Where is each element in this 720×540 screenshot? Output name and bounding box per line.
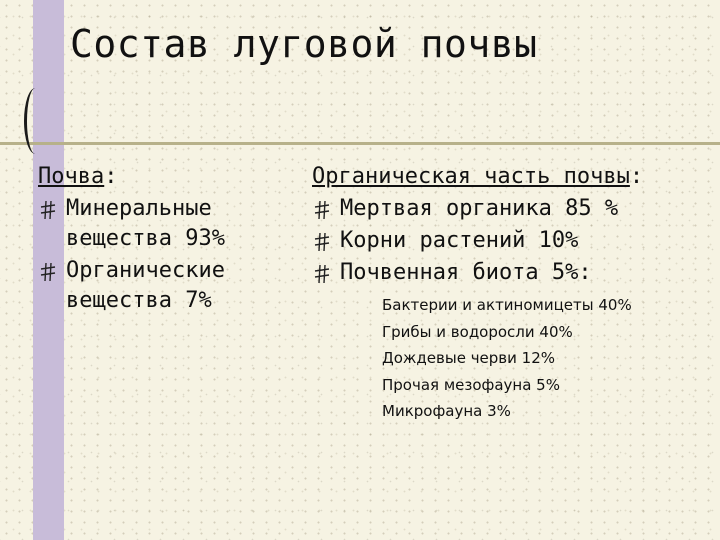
biota-item: Грибы и водоросли 40% [382,322,573,341]
list-item: Органические вещества 7% [38,256,298,316]
left-column: Почва: Минеральные вещества 93% Органиче… [38,160,298,318]
left-heading-colon: : [104,164,118,189]
list-item-text: Почвенная биота 5%: [340,260,592,285]
list-item: Корни растений 10% [312,226,712,256]
biota-sublist: Бактерии и актиномицеты 40% Грибы и водо… [382,292,712,425]
biota-item: Прочая мезофауна 5% [382,375,560,394]
decorative-horizontal-rule [0,142,720,145]
list-item: Почвенная биота 5%: [312,258,712,288]
right-heading-colon: : [629,164,644,189]
list-item-text: Корни растений 10% [340,228,579,253]
list-item: Мертвая органика 85 % [312,194,712,224]
right-column: Органическая часть почвы: Мертвая органи… [312,160,712,425]
list-item-text: Органические вещества 7% [66,258,225,313]
slide-title: Состав луговой почвы [70,22,538,66]
right-heading-text: Органическая часть почвы [312,164,630,189]
left-heading: Почва: [38,160,298,194]
hash-bullet-icon [40,200,56,220]
right-heading: Органическая часть почвы: [312,160,712,194]
list-item-text: Минеральные вещества 93% [66,196,225,251]
hash-bullet-icon [314,232,330,252]
biota-item: Микрофауна 3% [382,402,511,420]
left-heading-text: Почва [38,164,105,189]
biota-item: Дождевые черви 12% [382,349,555,367]
biota-item: Бактерии и актиномицеты 40% [382,296,632,314]
decorative-bracket [24,88,43,154]
hash-bullet-icon [314,264,330,284]
hash-bullet-icon [40,262,56,282]
list-item-text: Мертвая органика 85 % [340,196,619,221]
hash-bullet-icon [314,200,330,220]
list-item: Минеральные вещества 93% [38,194,298,254]
